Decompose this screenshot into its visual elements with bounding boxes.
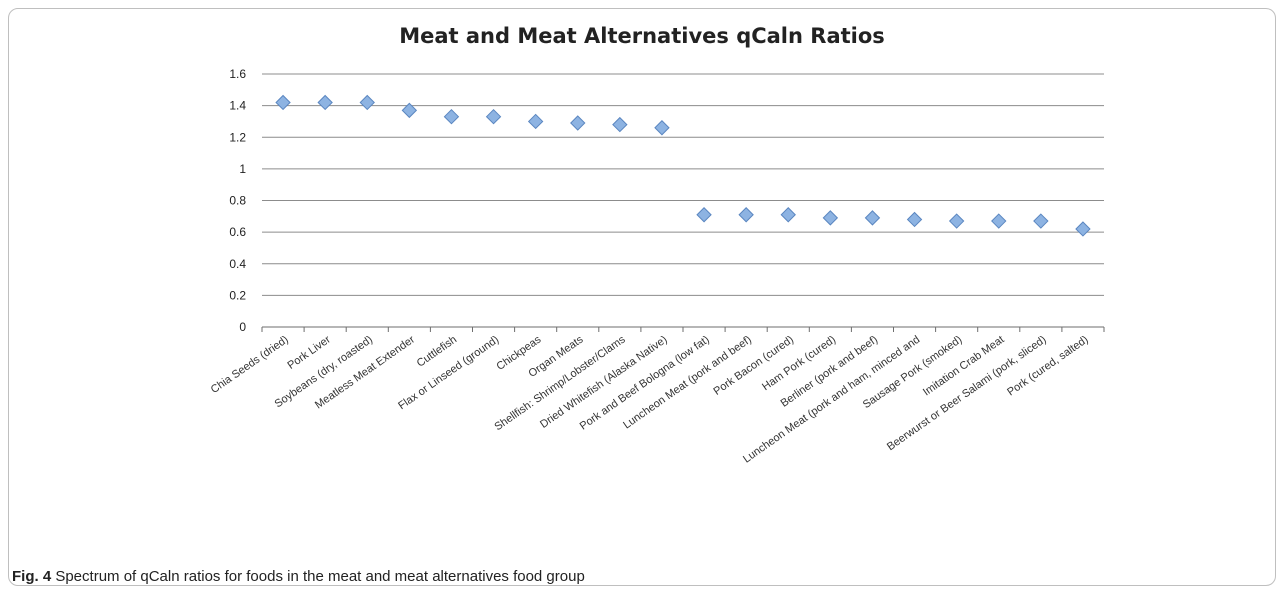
data-point: [527, 113, 544, 130]
caption-text: Spectrum of qCaln ratios for foods in th…: [51, 568, 585, 585]
data-point: [570, 115, 586, 131]
data-point: [906, 211, 923, 228]
y-tick-label: 1.4: [229, 99, 246, 113]
data-point: [948, 213, 965, 229]
data-point: [696, 207, 712, 223]
data-point: [1075, 221, 1091, 237]
data-point: [991, 213, 1007, 229]
data-point: [317, 94, 333, 111]
data-point: [822, 210, 839, 226]
caption-label: Fig. 4: [12, 568, 52, 585]
x-tick-label: Ham Pork (cured): [760, 334, 838, 394]
data-point: [864, 210, 881, 226]
y-tick-label: 1: [239, 162, 246, 176]
data-point: [654, 120, 670, 136]
data-points: [275, 94, 1091, 237]
y-tick-label: 0.4: [229, 257, 246, 271]
y-tick-label: 1.6: [229, 67, 246, 81]
data-point: [275, 94, 291, 111]
data-point: [485, 108, 502, 125]
x-tick-label: Chia Seeds (dried): [209, 334, 291, 396]
figure-caption: Fig. 4 Spectrum of qCaln ratios for food…: [12, 568, 585, 585]
data-point: [738, 207, 754, 223]
chart-title: Meat and Meat Alternatives qCaln Ratios: [399, 24, 885, 48]
y-tick-label: 0.8: [229, 194, 246, 208]
y-axis-tick-labels: 0 0.2 0.4 0.6 0.8 1 1.2 1.4 1.6: [229, 67, 246, 334]
data-point: [401, 102, 418, 119]
data-point: [359, 94, 375, 111]
data-point: [612, 116, 628, 133]
y-tick-label: 0.2: [229, 288, 246, 302]
data-point: [443, 108, 460, 125]
y-tick-label: 1.2: [229, 130, 246, 144]
y-tick-label: 0: [239, 320, 246, 334]
grid-lines: [262, 73, 1104, 296]
data-point: [780, 207, 796, 223]
figure-frame: [8, 8, 1276, 586]
y-tick-label: 0.6: [229, 225, 246, 239]
x-axis: [261, 326, 1105, 332]
data-point: [1033, 213, 1049, 229]
